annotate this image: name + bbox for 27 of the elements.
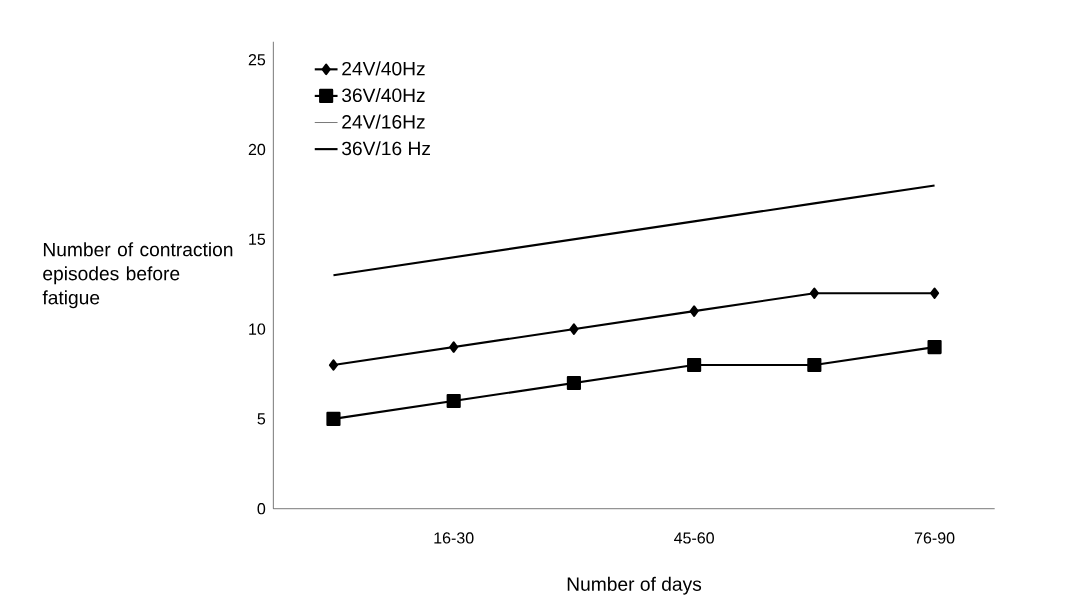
y-tick-label: 10 [249, 323, 266, 335]
point [566, 376, 581, 391]
legend-label: 24V/16Hz [342, 114, 425, 129]
y-tick-label: 0 [257, 503, 266, 515]
point [927, 340, 942, 355]
x-axis-title: Number of days [567, 576, 702, 595]
x-tick-label: 16-30 [434, 532, 474, 544]
point [809, 287, 819, 300]
point [326, 411, 341, 427]
point [930, 287, 940, 300]
y-tick-label: 15 [249, 233, 266, 245]
point [807, 358, 822, 373]
legend-label: 36V/40Hz [342, 88, 425, 103]
point [687, 358, 702, 373]
y-tick-label: 5 [257, 413, 266, 425]
point [689, 305, 699, 317]
y-tick-label: 25 [248, 54, 266, 66]
x-tick-label: 45-60 [674, 532, 714, 544]
legend-label: 24V/40Hz [342, 61, 425, 76]
point [569, 323, 579, 335]
legend-label: 36V/16 Hz [342, 141, 430, 156]
y-tick-label: 20 [248, 143, 266, 156]
point [328, 359, 339, 371]
x-tick-label: 76-90 [914, 532, 955, 544]
y-axis-title: Number of contraction episodes before fatigue [42, 242, 233, 309]
point [449, 341, 459, 353]
point [446, 393, 461, 409]
